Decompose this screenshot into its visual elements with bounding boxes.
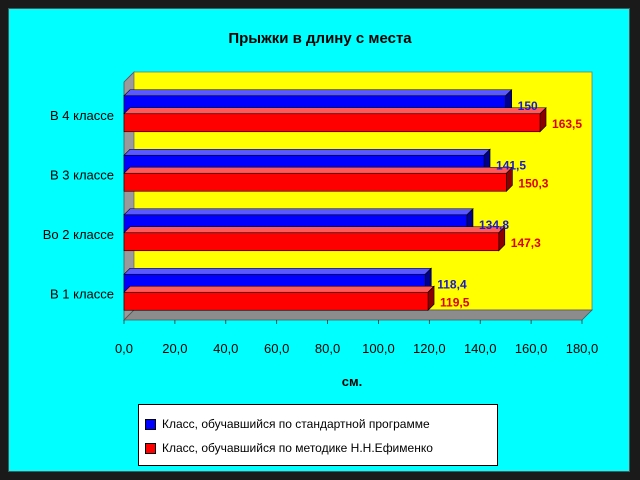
bar-efimenko	[123, 291, 429, 311]
x-tick-label: 180,0	[566, 341, 599, 356]
x-tick-label: 20,0	[162, 341, 187, 356]
labels: 0,0 20,0 40,0 60,0 80,0 100,0 120,0 140,0 160,0 1…	[43, 99, 599, 356]
x-tick-label: 120,0	[413, 341, 446, 356]
legend-swatch-red	[145, 442, 156, 454]
legend-label-standard: Класс, обучавшийся по стандартной програ…	[162, 417, 430, 431]
legend-item-standard: Класс, обучавшийся по стандартной програ…	[145, 415, 430, 433]
x-tick-label: 60,0	[264, 341, 289, 356]
legend-swatch-blue	[145, 418, 156, 430]
data-label: 163,5	[552, 117, 582, 131]
data-label: 119,5	[440, 295, 470, 309]
x-tick-label: 80,0	[315, 341, 340, 356]
x-tick-label: 160,0	[515, 341, 548, 356]
bar-top-face	[123, 107, 547, 115]
x-tick-label: 0,0	[115, 341, 133, 356]
bars	[123, 89, 547, 311]
bar-top-face	[123, 208, 474, 216]
bar-top-face	[123, 148, 491, 156]
data-label: 134,8	[479, 218, 509, 232]
x-tick-label: 40,0	[213, 341, 238, 356]
data-label: 150,3	[518, 176, 548, 190]
category-label: В 4 классе	[50, 108, 114, 123]
legend-label-efimenko: Класс, обучавшийся по методике Н.Н.Ефиме…	[162, 441, 433, 455]
data-label: 150	[518, 99, 538, 113]
x-tick-label: 100,0	[362, 341, 395, 356]
bar-top-face	[123, 89, 513, 97]
bar-efimenko	[123, 172, 507, 192]
bar-top-face	[123, 267, 432, 275]
bar-top-face	[123, 285, 435, 293]
plot-floor	[123, 309, 593, 321]
chart-title: Прыжки в длину с места	[228, 30, 412, 47]
bar-top-face	[123, 226, 506, 234]
category-label: Во 2 классе	[43, 227, 114, 242]
bar-top-face	[123, 166, 514, 174]
bar-efimenko	[123, 232, 500, 252]
legend-item-efimenko: Класс, обучавшийся по методике Н.Н.Ефиме…	[145, 439, 433, 457]
category-label: В 1 классе	[50, 286, 114, 301]
x-axis-label: см.	[341, 374, 363, 389]
category-label: В 3 классе	[50, 167, 114, 182]
data-label: 141,5	[496, 158, 526, 172]
x-tick-label: 140,0	[464, 341, 497, 356]
data-label: 118,4	[437, 277, 467, 291]
bar-efimenko	[123, 113, 541, 133]
legend: Класс, обучавшийся по стандартной програ…	[138, 404, 498, 466]
data-label: 147,3	[511, 236, 541, 250]
